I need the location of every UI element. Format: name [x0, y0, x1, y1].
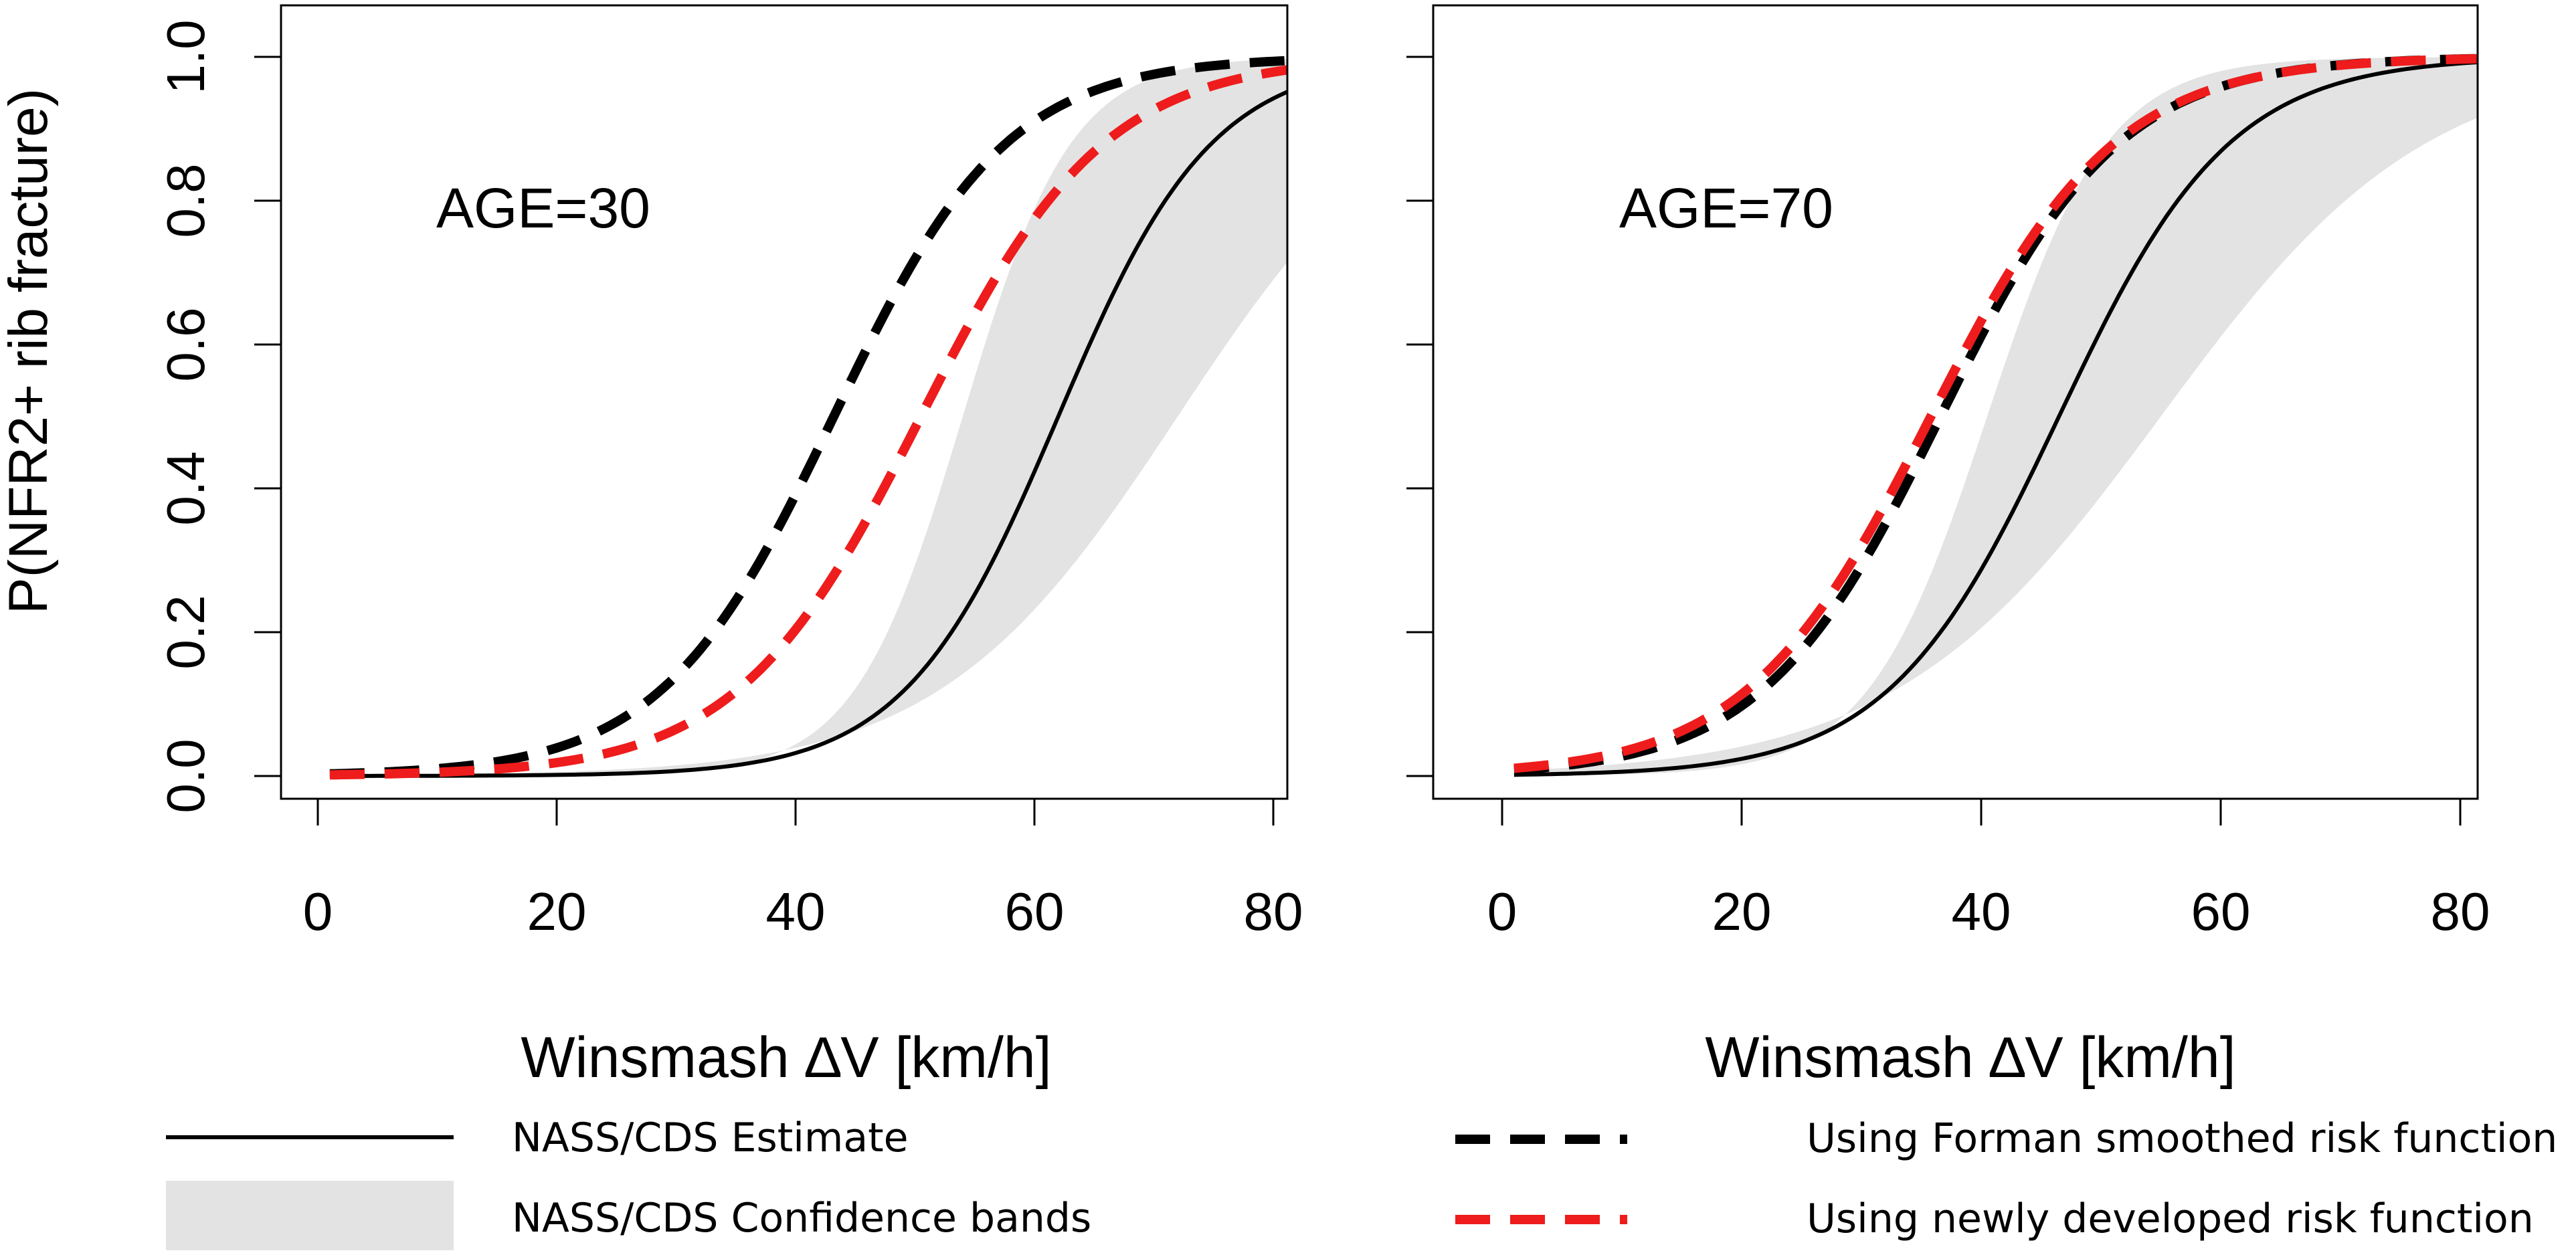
y-tick-label: 0.8 [156, 163, 215, 237]
panel-1-plot-area [329, 56, 1289, 780]
y-tick-label: 0.2 [156, 595, 215, 669]
panel-1-x-axis-label: Winsmash ∆V [km/h] [521, 1026, 1051, 1090]
x-tick-label: 40 [1952, 882, 2011, 941]
x-tick-label: 60 [2191, 882, 2251, 941]
x-tick-label: 0 [303, 882, 333, 941]
x-tick-label: 0 [1487, 882, 1517, 941]
panel-1-frame [280, 4, 1289, 800]
panel-age-70: 0 20 40 60 80 AGE=70 Winsmash ∆V [km/h] [1406, 4, 2490, 1090]
panel-2-frame [1432, 4, 2479, 800]
panel-2-forman-line [1513, 54, 2478, 775]
legend-band-label: NASS/CDS Confidence bands [512, 1195, 1091, 1242]
x-tick-label: 60 [1005, 882, 1065, 941]
panel-1-x-axis: 0 20 40 60 80 [303, 799, 1303, 941]
panel-2-estimate-line [1513, 60, 2478, 777]
x-tick-label: 80 [1244, 882, 1303, 941]
panel-2-x-axis-label: Winsmash ∆V [km/h] [1705, 1026, 2235, 1090]
legend-forman-label: Using Forman smoothed risk function [1807, 1115, 2557, 1162]
panel-2-y-axis [1406, 56, 1433, 777]
panel-1-confidence-band [329, 58, 1287, 777]
legend-band-swatch [166, 1181, 454, 1250]
panel-1-newly-developed-line [329, 65, 1288, 780]
y-tick-label: 0.0 [156, 739, 215, 813]
legend-newly-label: Using newly developed risk function [1807, 1195, 2534, 1242]
panel-1-estimate-line [329, 90, 1289, 778]
x-tick-label: 40 [766, 882, 826, 941]
x-tick-label: 20 [527, 882, 587, 941]
y-tick-label: 0.4 [156, 451, 215, 525]
x-tick-label: 20 [1712, 882, 1772, 941]
panel-2-plot-area [1513, 54, 2478, 777]
x-tick-label: 80 [2431, 882, 2490, 941]
panel-2-annotation: AGE=70 [1619, 177, 1833, 239]
y-tick-label: 1.0 [156, 19, 215, 94]
y-axis-label: P(NFR2+ rib fracture) [0, 88, 59, 614]
panel-2-newly-developed-line [1513, 54, 2478, 773]
panel-2-confidence-band [1513, 57, 2478, 776]
y-tick-label: 0.6 [156, 307, 215, 381]
panel-1-y-axis: 0.0 0.2 0.4 0.6 0.8 1.0 [156, 19, 281, 813]
panel-2-x-axis: 0 20 40 60 80 [1487, 799, 2490, 941]
panel-age-30: 0.0 0.2 0.4 0.6 0.8 1.0 0 20 40 60 80 AG… [156, 4, 1303, 1090]
panel-1-forman-line [329, 56, 1288, 779]
panel-1-annotation: AGE=30 [436, 177, 650, 239]
legend-estimate-label: NASS/CDS Estimate [512, 1115, 909, 1161]
legend: NASS/CDS Estimate NASS/CDS Confidence ba… [166, 1115, 2557, 1250]
